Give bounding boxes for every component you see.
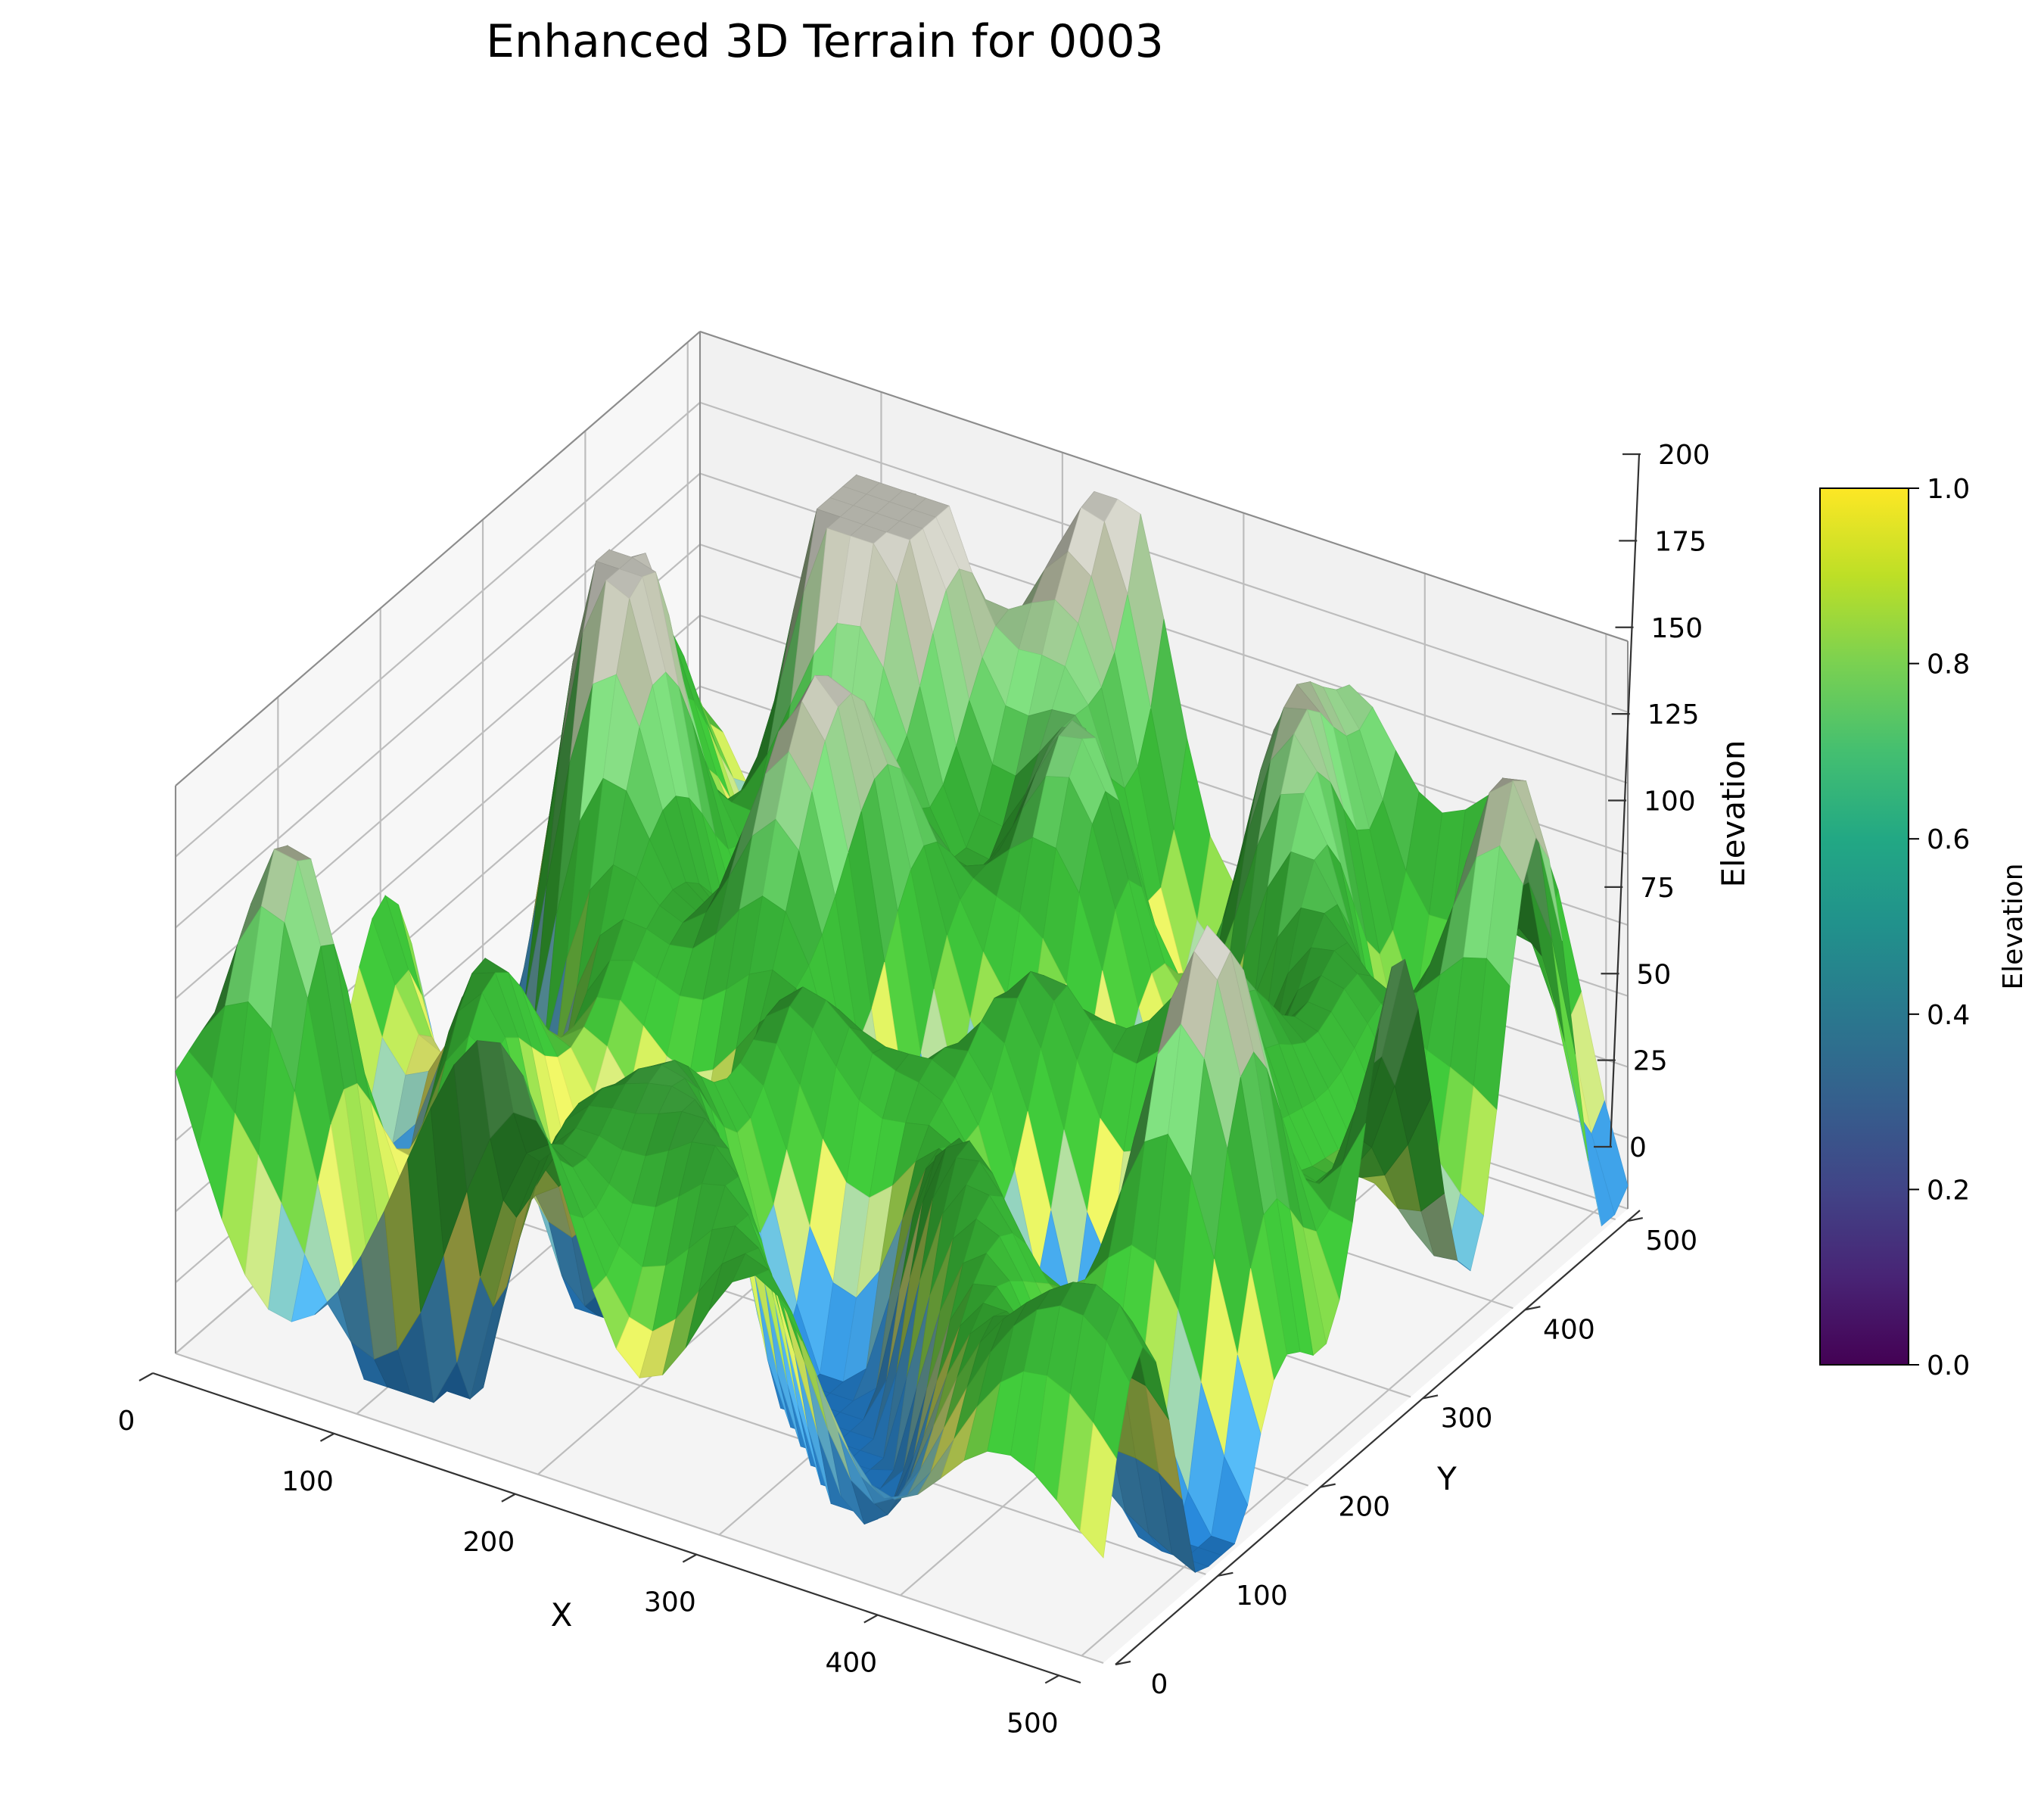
colorbar-body [1819, 487, 1909, 1366]
x-tick-label: 300 [644, 1587, 696, 1618]
left-grid-line-z [175, 472, 701, 929]
x-tick-mark [863, 1614, 879, 1624]
left-grid-line-z [175, 401, 701, 858]
colorbar: Elevation 0.0 0.2 0.4 0.6 0.8 1.0 [1819, 474, 2029, 1381]
y-tick-mark [1525, 1306, 1541, 1311]
terrain-surface [175, 474, 1629, 1574]
z-tick-label: 175 [1654, 526, 1706, 557]
y-tick-label: 100 [1236, 1581, 1288, 1612]
y-tick-label: 400 [1543, 1314, 1595, 1345]
y-axis-label: Y [1436, 1460, 1457, 1497]
x-tick-label: 0 [118, 1406, 135, 1437]
z-tick-label: 0 [1629, 1132, 1647, 1163]
chart-title: Enhanced 3D Terrain for 0003 [486, 15, 1164, 68]
floor-grid-line-y [175, 1352, 1104, 1665]
x-tick-mark [682, 1553, 697, 1563]
y-tick-label: 200 [1338, 1492, 1390, 1523]
x-tick-mark [501, 1493, 516, 1503]
z-tick-label: 150 [1651, 613, 1703, 644]
x-axis-line [152, 1372, 1081, 1684]
colorbar-tick-label: 0.4 [1927, 1000, 1970, 1031]
colorbar-tick-label: 1.0 [1927, 474, 1970, 505]
surface-facet [1079, 1422, 1117, 1559]
x-tick-mark [138, 1372, 154, 1381]
x-axis-label: X [551, 1596, 573, 1633]
z-tick-label: 125 [1647, 699, 1700, 730]
y-tick-mark [1627, 1216, 1643, 1222]
colorbar-tick-label: 0.0 [1927, 1350, 1970, 1381]
y-tick-label: 0 [1151, 1669, 1168, 1700]
x-tick-label: 100 [282, 1466, 334, 1497]
x-tick-label: 500 [1006, 1708, 1059, 1739]
colorbar-tick-label: 0.8 [1927, 649, 1970, 680]
z-tick-label: 25 [1633, 1046, 1668, 1077]
x-tick-mark [319, 1432, 334, 1442]
back-grid-line-z [699, 401, 1629, 713]
y-tick-mark [1320, 1483, 1336, 1488]
y-axis-line [1115, 1210, 1641, 1665]
axes-ticks: 0 100 200 300 400 500 0 100 200 300 400 500 0 25 50 75 1… [118, 440, 1710, 1739]
x-tick-label: 200 [463, 1527, 515, 1558]
y-tick-mark [1115, 1660, 1131, 1666]
z-tick-label: 50 [1637, 959, 1672, 990]
colorbar-tick-label: 0.2 [1927, 1175, 1970, 1206]
z-tick-label: 75 [1640, 873, 1675, 904]
z-axis-label: Elevation [1715, 740, 1752, 887]
z-tick-label: 200 [1658, 440, 1710, 471]
y-tick-mark [1218, 1571, 1234, 1577]
z-tick-label: 100 [1644, 786, 1696, 818]
colorbar-label: Elevation [1998, 863, 2029, 989]
colorbar-tick-label: 0.6 [1927, 824, 1970, 855]
y-tick-label: 500 [1645, 1226, 1697, 1257]
x-tick-label: 400 [825, 1648, 877, 1679]
y-tick-mark [1422, 1394, 1439, 1400]
x-tick-mark [1044, 1674, 1059, 1684]
floor-grid-line-x [1081, 1201, 1607, 1657]
pane-edge [699, 331, 1629, 642]
y-tick-label: 300 [1441, 1403, 1493, 1434]
pane-edge [175, 331, 701, 786]
